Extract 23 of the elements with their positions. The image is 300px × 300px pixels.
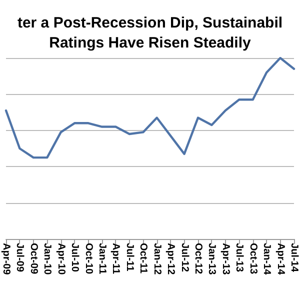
x-tick-label: Jan-11 bbox=[96, 243, 108, 275]
chart-title: ter a Post-Recession Dip, Sustainabil Ratings Have Risen Steadily bbox=[17, 14, 283, 52]
x-tick-label: Jan-14 bbox=[261, 243, 272, 276]
x-tick-label: Jan-10 bbox=[42, 243, 53, 276]
x-tick-label: Jan-12 bbox=[151, 243, 162, 276]
x-tick-label: Oct-09 bbox=[28, 243, 39, 275]
x-tick-label: Jul-14 bbox=[288, 243, 300, 272]
x-tick-label: Jul-09 bbox=[14, 243, 26, 272]
x-tick-label: Apr-10 bbox=[55, 243, 66, 276]
x-tick-label: Oct-11 bbox=[138, 243, 149, 274]
x-tick-label: Apr-09 bbox=[0, 243, 12, 276]
x-tick-label: Apr-13 bbox=[220, 243, 231, 276]
x-tick-label: Oct-13 bbox=[247, 243, 258, 275]
x-tick-label: Jul-10 bbox=[69, 243, 80, 272]
x-tick-label: Oct-10 bbox=[82, 243, 94, 275]
x-tick-label: Jul-12 bbox=[178, 243, 190, 272]
x-tick-label: Apr-11 bbox=[110, 243, 122, 275]
x-tick-label: Jan-13 bbox=[206, 243, 218, 276]
x-tick-label: Jul-11 bbox=[124, 243, 135, 272]
x-tick-label: Jul-13 bbox=[234, 243, 245, 272]
x-tick-label: Apr-12 bbox=[165, 243, 176, 276]
x-tick-label: Oct-12 bbox=[192, 243, 204, 275]
x-tick-label: Apr-14 bbox=[274, 243, 286, 276]
